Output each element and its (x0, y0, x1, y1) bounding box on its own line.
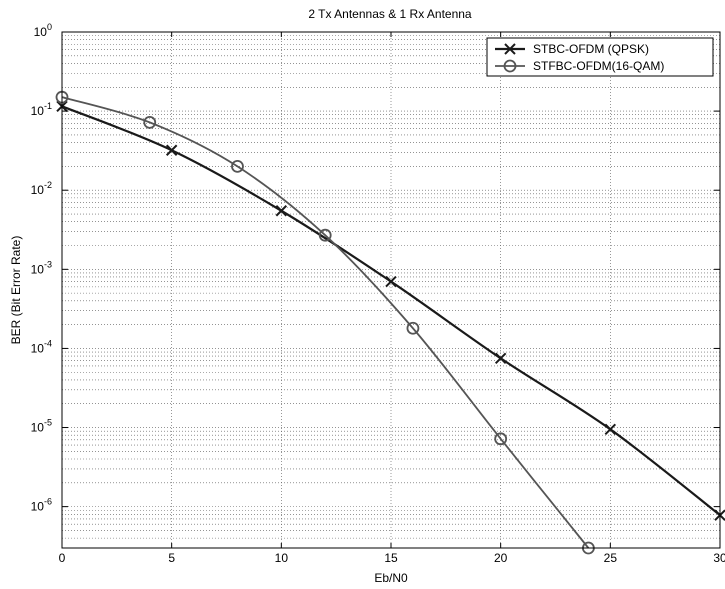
legend-label: STBC-OFDM (QPSK) (533, 42, 649, 56)
data-point-qpsk (604, 423, 617, 436)
legend-item-qam16: STFBC-OFDM(16-QAM) (495, 59, 664, 73)
x-tick-label: 20 (494, 551, 508, 565)
chart-title: 2 Tx Antennas & 1 Rx Antenna (308, 7, 472, 21)
x-tick-label: 5 (168, 551, 175, 565)
legend-marker (503, 59, 517, 73)
x-tick-label: 30 (713, 551, 725, 565)
data-point-qpsk (385, 275, 397, 288)
legend: STBC-OFDM (QPSK) STFBC-OFDM(16-QAM) (486, 37, 714, 77)
y-axis-label: BER (Bit Error Rate) (9, 236, 23, 345)
y-tick-label: 10-6 (31, 497, 52, 514)
x-marker-stroke (275, 205, 288, 217)
x-marker-stroke (385, 275, 397, 288)
data-point-qam16 (143, 115, 157, 129)
data-point-qam16 (318, 228, 332, 242)
y-tick-label: 10-2 (31, 180, 52, 197)
x-marker-stroke (494, 352, 507, 365)
data-point-qam16 (494, 432, 508, 446)
x-tick-label: 10 (275, 551, 289, 565)
legend-box (486, 37, 714, 77)
tick-layer: 0 5 10 15 20 25 30 100 10-1 10-2 10-3 10-4 10-5 10-6 (31, 22, 725, 565)
data-point-qpsk (165, 144, 178, 156)
data-point-qam16 (231, 159, 244, 173)
x-axis-label: Eb/N0 (374, 571, 408, 585)
series-layer (55, 90, 725, 555)
y-tick-label: 10-4 (31, 338, 52, 355)
x-tick-label: 0 (59, 551, 66, 565)
y-tick-label: 10-3 (31, 259, 52, 276)
x-marker-stroke (165, 144, 178, 156)
x-tick-label: 25 (604, 551, 618, 565)
y-tick-label: 10-1 (31, 101, 52, 118)
grid-lines (62, 32, 720, 548)
x-tick-label: 15 (384, 551, 398, 565)
x-marker-stroke (604, 423, 617, 436)
data-point-qam16 (406, 321, 420, 335)
legend-item-qpsk: STBC-OFDM (QPSK) (495, 42, 649, 56)
y-tick-label: 10-5 (31, 418, 52, 435)
x-marker-stroke (504, 43, 516, 55)
series-qpsk (56, 100, 725, 521)
legend-label: STFBC-OFDM(16-QAM) (533, 59, 664, 73)
data-point-qpsk (494, 352, 507, 365)
y-tick-label: 100 (34, 22, 52, 39)
series-line-qam16 (61, 96, 590, 549)
legend-marker (504, 43, 516, 55)
data-point-qpsk (275, 205, 288, 217)
